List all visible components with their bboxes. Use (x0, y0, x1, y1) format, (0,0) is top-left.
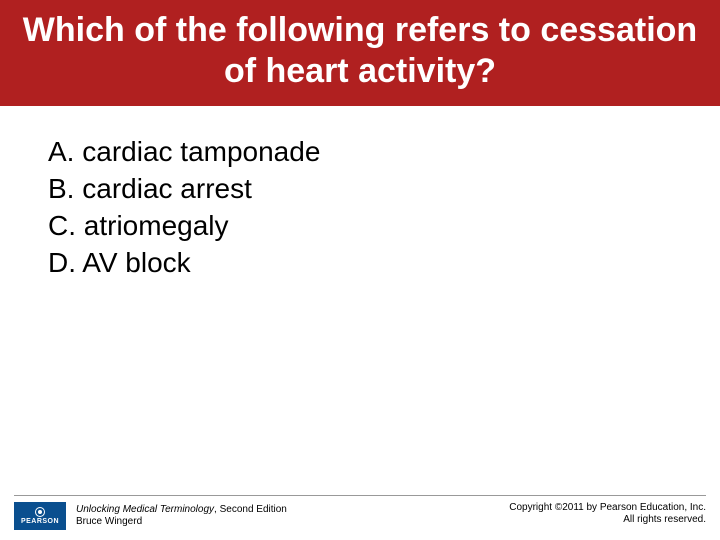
option-label: D. (48, 247, 76, 278)
option-d[interactable]: D. AV block (48, 245, 672, 280)
option-text: cardiac tamponade (82, 136, 320, 167)
copyright-line-1: Copyright ©2011 by Pearson Education, In… (509, 502, 706, 514)
footer-left: PEARSON Unlocking Medical Terminology, S… (14, 502, 287, 530)
copyright-line-2: All rights reserved. (509, 514, 706, 526)
question-title: Which of the following refers to cessati… (20, 10, 700, 92)
slide-footer: PEARSON Unlocking Medical Terminology, S… (0, 495, 720, 530)
option-c[interactable]: C. atriomegaly (48, 208, 672, 243)
option-label: A. (48, 136, 74, 167)
option-label: B. (48, 173, 74, 204)
option-a[interactable]: A. cardiac tamponade (48, 134, 672, 169)
option-text: atriomegaly (84, 210, 229, 241)
pearson-logo: PEARSON (14, 502, 66, 530)
footer-row: PEARSON Unlocking Medical Terminology, S… (14, 502, 706, 530)
option-b[interactable]: B. cardiac arrest (48, 171, 672, 206)
footer-divider (14, 495, 706, 496)
answer-options: A. cardiac tamponade B. cardiac arrest C… (0, 106, 720, 280)
logo-icon (35, 507, 45, 517)
logo-text: PEARSON (21, 518, 59, 525)
option-label: C. (48, 210, 76, 241)
option-text: AV block (82, 247, 190, 278)
question-title-bar: Which of the following refers to cessati… (0, 0, 720, 106)
book-info: Unlocking Medical Terminology, Second Ed… (76, 504, 287, 528)
option-text: cardiac arrest (82, 173, 252, 204)
book-author: Bruce Wingerd (76, 516, 287, 528)
book-edition: , Second Edition (214, 504, 287, 515)
footer-right: Copyright ©2011 by Pearson Education, In… (509, 502, 706, 526)
book-title-line: Unlocking Medical Terminology, Second Ed… (76, 504, 287, 516)
book-title: Unlocking Medical Terminology (76, 504, 214, 515)
